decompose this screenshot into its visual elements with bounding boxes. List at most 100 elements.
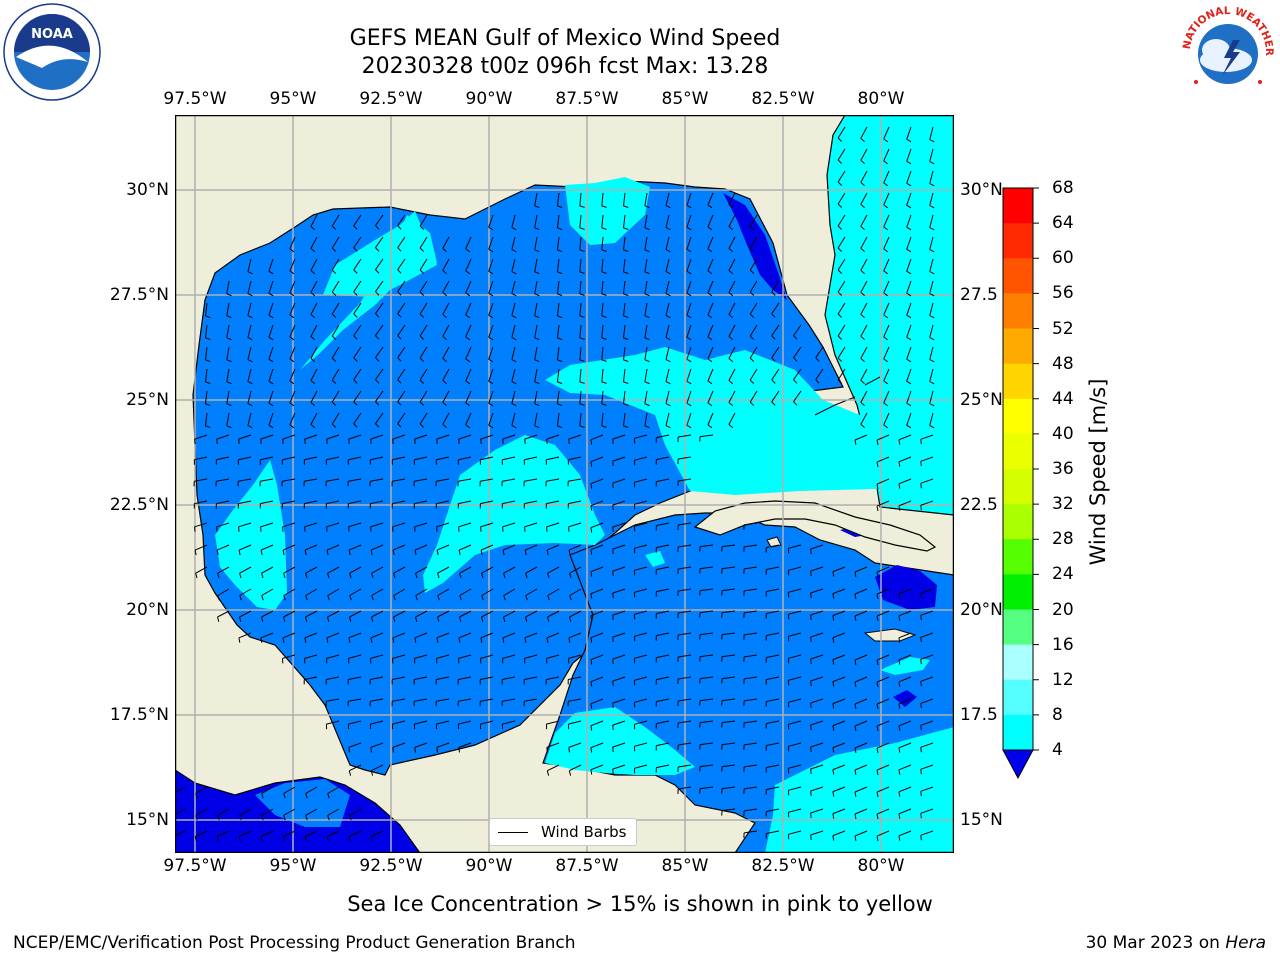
wind-barb [353,412,362,425]
wind-barb-feather [465,248,471,253]
wind-barb-feather [239,815,242,821]
wind-barb [556,192,560,206]
wind-barb [239,588,252,596]
wind-barb-feather [854,703,857,709]
wind-barb [854,610,868,617]
wind-barb-feather [326,836,329,842]
wind-barb-feather [579,205,585,208]
wind-barb [547,588,560,596]
wind-barb [686,346,692,360]
wind-barb [883,280,890,294]
wind-barb-feather [465,380,471,385]
wind-barb-feather [397,313,402,318]
wind-barb [686,302,692,316]
wind-barb [854,588,868,595]
lat-tick-right: 15°N [960,810,1003,830]
wind-barb [623,390,626,404]
wind-barb [579,324,582,338]
wind-barb [216,522,230,528]
wind-barb [656,588,670,593]
wind-barb [205,346,208,360]
wind-barb-feather [326,550,329,556]
wind-barb [700,698,714,702]
wind-barb [788,566,802,571]
wind-barb [744,544,758,548]
colorbar-segment [1003,609,1033,646]
wind-barb [436,742,450,748]
wind-barb-feather [442,402,447,407]
wind-barb [349,566,362,574]
wind-barb-feather [686,336,692,341]
wind-barb [656,698,670,703]
wind-barb [556,324,560,338]
wind-barb [837,302,846,315]
wind-barb [397,280,406,292]
wind-barb-feather [465,336,471,341]
wind-barb [623,368,626,382]
wind-barb [511,214,516,228]
wind-barb-feather [459,595,462,601]
wind-barb-feather [268,270,274,275]
wind-barb [289,324,296,338]
wind-barb [216,456,230,461]
wind-barb [906,258,912,272]
wind-barb-feather [397,357,402,362]
wind-barb-feather [205,337,211,340]
wind-barb [810,588,824,594]
wind-barb [261,808,274,816]
wind-barb [707,302,714,316]
wind-barb [556,280,560,294]
wind-barb-feather [623,205,629,208]
wind-barb-feather [854,439,857,445]
wind-barb-feather [205,381,211,384]
wind-barb [480,456,494,461]
wind-barb [556,346,560,360]
wind-barb-feather [929,249,935,253]
wind-barb [860,390,868,403]
wind-barb [883,412,890,426]
wind-barb [502,720,516,725]
wind-barb-feather [686,270,692,275]
wind-barb [502,698,516,702]
wind-barb [260,456,274,461]
wind-barb-feather [503,595,506,601]
wind-barb-feather [310,248,316,253]
wind-barb [920,764,934,770]
wind-barb-feather [612,527,614,533]
lat-tick-left: 15°N [126,810,169,830]
wind-barb [397,214,406,226]
wind-barb [414,676,428,680]
wind-barb [370,632,384,639]
wind-barb-feather [371,595,374,601]
wind-barb-feather [793,379,798,384]
plot-title-line-1: GEFS MEAN Gulf of Mexico Wind Speed [349,26,781,51]
wind-barb [546,456,560,461]
wind-barb-feather [331,423,337,428]
wind-barb [238,456,252,461]
lon-tick-bottom: 87.5°W [555,856,619,876]
colorbar-segment [1003,504,1033,540]
wind-barb [414,720,428,725]
wind-barb [700,610,714,614]
wind-barb [414,698,428,702]
wind-barb-feather [837,247,843,252]
wind-barb-feather [686,248,692,253]
wind-barb [707,368,714,382]
wind-barb [534,346,538,360]
colorbar-segment [1003,574,1033,610]
colorbar-tick-label: 4 [1052,740,1063,760]
wind-barb [854,434,868,441]
wind-barb [348,522,362,528]
wind-barb-feather [906,138,912,143]
wind-barb [534,302,538,316]
wind-barb [348,698,362,702]
wind-barb [612,764,626,770]
wind-barb-feather [442,424,447,429]
wind-barb-feather [876,791,879,798]
wind-barb [397,368,406,380]
wind-barb [480,654,494,659]
wind-barb-feather [442,292,447,297]
wind-barb-feather [686,402,692,407]
wind-barb [310,368,318,381]
wind-barb [305,786,318,794]
